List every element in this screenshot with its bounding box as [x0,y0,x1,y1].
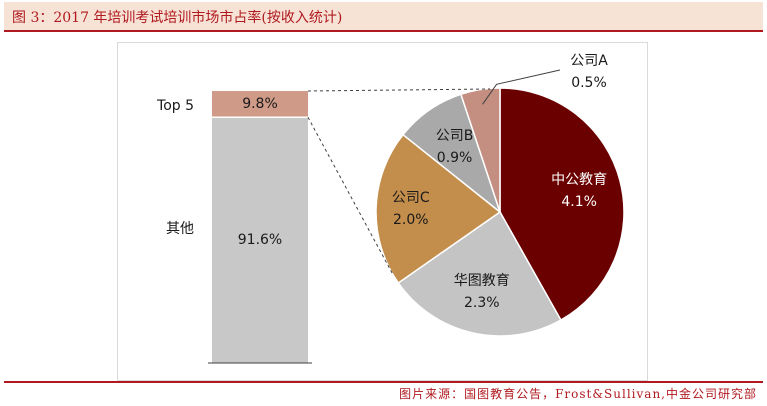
pie-slice-a [459,87,501,213]
pie-slice-name: 华图教育 [454,273,510,289]
pie-slice-c [375,133,502,284]
bar-segment-top5 [212,91,308,118]
pie-slice-value: 0.5% [571,75,607,91]
bar-category-label: Top 5 [156,98,194,114]
pie-slice-value: 4.1% [561,194,597,210]
bar-data-label: 91.6% [238,232,282,248]
source-bar: 图片来源：国图教育公告，Frost&Sullivan,中金公司研究部 [4,381,763,403]
pie-slice-huatu [397,210,562,337]
pie-slice-value: 0.9% [437,150,473,166]
pie-slice-name: 中公教育 [551,172,607,188]
bar-segment-other [212,117,308,364]
source-note: 图片来源：国图教育公告，Frost&Sullivan,中金公司研究部 [399,387,757,401]
bar-data-label: 9.8% [242,96,278,112]
pie-leader-line [482,69,561,105]
pie-slice-name: 公司C [392,190,430,206]
pie-slice-zhonggong [499,87,625,322]
figure-title-bar: 图 3：2017 年培训考试培训市场市占率(按收入统计) [4,2,763,32]
pie-slice-value: 2.3% [464,295,500,311]
pie-slice-name: 公司B [436,128,474,144]
pie-slice-value: 2.0% [393,212,429,228]
pie-slice-name: 公司A [570,53,608,69]
bar-category-label: 其他 [166,221,194,237]
figure-title: 图 3：2017 年培训考试培训市场市占率(按收入统计) [12,10,343,26]
connector-line-top [307,88,491,92]
